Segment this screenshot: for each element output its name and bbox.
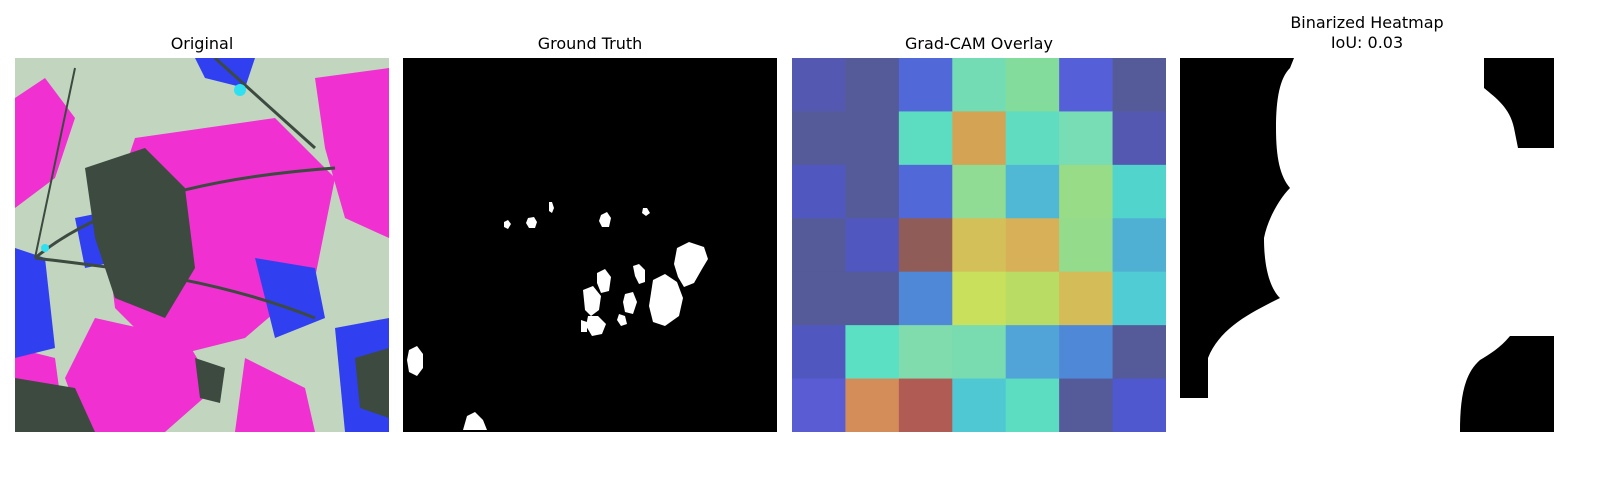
heatmap-cell-r5-c0 xyxy=(792,325,846,380)
heatmap-cell-r4-c3 xyxy=(952,271,1007,326)
heatmap-cell-r5-c4 xyxy=(1005,325,1060,380)
heatmap-cell-r3-c1 xyxy=(845,218,900,273)
iou-label: IoU: 0.03 xyxy=(1330,33,1404,52)
heatmap-cell-r4-c1 xyxy=(845,271,900,326)
title-line: Binarized Heatmap xyxy=(1290,13,1444,32)
heatmap-cell-r2-c2 xyxy=(898,164,953,219)
heatmap-cell-r6-c4 xyxy=(1005,378,1060,432)
heatmap-cell-r1-c6 xyxy=(1112,111,1166,166)
heatmap-cell-r1-c3 xyxy=(952,111,1007,166)
heatmap-cell-r0-c6 xyxy=(1112,58,1166,112)
heatmap-cell-r2-c1 xyxy=(845,164,900,219)
heatmap-cell-r3-c5 xyxy=(1059,218,1114,273)
heatmap-cell-r4-c2 xyxy=(898,271,953,326)
heatmap-cell-r1-c2 xyxy=(898,111,953,166)
heatmap-cell-r1-c1 xyxy=(845,111,900,166)
gradcam-overlay-panel xyxy=(792,58,1166,432)
heatmap-cell-r0-c1 xyxy=(845,58,900,112)
heatmap-cell-r6-c6 xyxy=(1112,378,1166,432)
heatmap-cell-r5-c6 xyxy=(1112,325,1166,380)
title-line: Grad-CAM Overlay xyxy=(905,34,1053,53)
heatmap-cell-r3-c3 xyxy=(952,218,1007,273)
heatmap-cell-r5-c2 xyxy=(898,325,953,380)
heatmap-cell-r4-c6 xyxy=(1112,271,1166,326)
panel-title-ground-truth: Ground Truth xyxy=(403,34,777,54)
title-line: Ground Truth xyxy=(537,34,643,53)
heatmap-cell-r4-c5 xyxy=(1059,271,1114,326)
heatmap-cell-r1-c5 xyxy=(1059,111,1114,166)
original-image xyxy=(15,58,389,432)
heatmap-cell-r2-c0 xyxy=(792,164,846,219)
heatmap-cell-r4-c4 xyxy=(1005,271,1060,326)
panel-title-binarized: Binarized Heatmap IoU: 0.03 xyxy=(1180,13,1554,53)
heatmap-cell-r0-c3 xyxy=(952,58,1007,112)
heatmap-cell-r5-c1 xyxy=(845,325,900,380)
panel-title-gradcam: Grad-CAM Overlay xyxy=(792,34,1166,54)
binarized-heatmap-mask xyxy=(1180,58,1554,432)
heatmap-cell-r3-c0 xyxy=(792,218,846,273)
heatmap-cell-r0-c2 xyxy=(898,58,953,112)
heatmap-cell-r6-c1 xyxy=(845,378,900,432)
heatmap-cell-r5-c3 xyxy=(952,325,1007,380)
title-line: Original xyxy=(170,34,234,53)
heatmap-cell-r6-c0 xyxy=(792,378,846,432)
heatmap-cell-r3-c6 xyxy=(1112,218,1166,273)
heatmap-cell-r1-c4 xyxy=(1005,111,1060,166)
ground-truth-mask xyxy=(403,58,777,432)
panel-title-original: Original xyxy=(15,34,389,54)
original-image-panel xyxy=(15,58,389,432)
heatmap-cell-r3-c2 xyxy=(898,218,953,273)
heatmap-cell-r3-c4 xyxy=(1005,218,1060,273)
heatmap-cell-r6-c2 xyxy=(898,378,953,432)
heatmap-cell-r0-c4 xyxy=(1005,58,1060,112)
heatmap-cell-r5-c5 xyxy=(1059,325,1114,380)
heatmap-cell-r2-c6 xyxy=(1112,164,1166,219)
heatmap-cell-r2-c4 xyxy=(1005,164,1060,219)
heatmap-cell-r0-c5 xyxy=(1059,58,1114,112)
gradcam-heatmap xyxy=(792,58,1166,432)
ground-truth-panel xyxy=(403,58,777,432)
heatmap-cell-r2-c3 xyxy=(952,164,1007,219)
heatmap-cell-r1-c0 xyxy=(792,111,846,166)
binarized-heatmap-panel xyxy=(1180,58,1554,432)
heatmap-cell-r6-c3 xyxy=(952,378,1007,432)
heatmap-cell-r6-c5 xyxy=(1059,378,1114,432)
heatmap-cell-r0-c0 xyxy=(792,58,846,112)
heatmap-cell-r2-c5 xyxy=(1059,164,1114,219)
heatmap-cell-r4-c0 xyxy=(792,271,846,326)
